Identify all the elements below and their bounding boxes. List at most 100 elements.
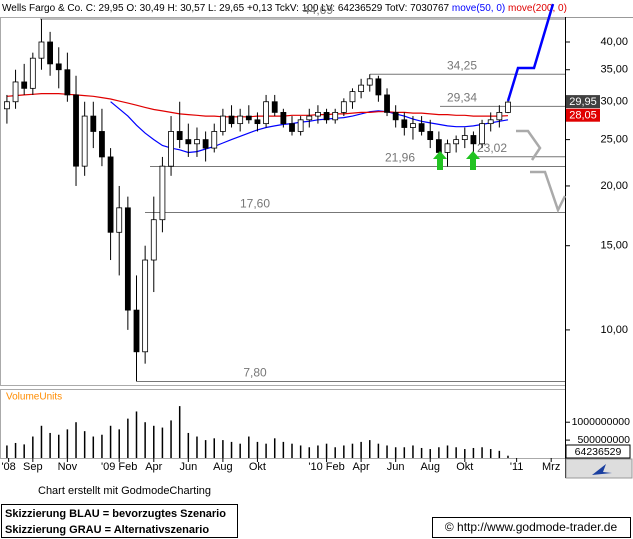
x-tick-label: Sep (23, 461, 43, 473)
candle-body (168, 131, 174, 167)
volume-bar (334, 447, 336, 458)
volume-bar (317, 445, 319, 458)
candle-body (323, 111, 330, 121)
volume-bar (109, 425, 112, 458)
candle-body (124, 207, 131, 311)
candle-body (384, 94, 390, 113)
volume-bar (57, 434, 60, 458)
volume-bar (308, 447, 311, 458)
note: Skizzierung GRAU = Alternativszenario (5, 524, 209, 536)
candle-body (55, 63, 62, 71)
candle-body (349, 91, 356, 103)
y-tick-label: 30,00 (600, 96, 628, 108)
volume-bar (32, 436, 34, 458)
header: Wells Fargo & Co. C: 29,95 O: 30,49 H: 3… (2, 3, 567, 14)
x-tick-label: Aug (213, 461, 233, 473)
volume-bar (265, 443, 267, 458)
volume-bar (420, 447, 423, 458)
volume-tag (565, 444, 631, 459)
volume-bar (40, 425, 43, 458)
candle-body (107, 156, 114, 233)
candle-body (219, 115, 226, 132)
x-tick-label: '11 (510, 461, 524, 473)
volume-bar (75, 422, 77, 458)
volume-bar (299, 445, 302, 458)
volume-bar (161, 427, 164, 458)
candle-body (306, 115, 313, 121)
level-label: 21,96 (385, 151, 415, 165)
x-tick-label: Aug (420, 461, 440, 473)
volume-bar (386, 445, 388, 458)
y-tick-label: 15,00 (600, 240, 628, 252)
volume-bar (135, 411, 138, 458)
volume-bar (66, 429, 69, 458)
candle-body (479, 123, 485, 145)
volume-bar (507, 455, 509, 458)
candle-body (185, 139, 192, 145)
level-label: 7,80 (243, 366, 267, 380)
x-tick-label: '09 Feb (101, 461, 137, 473)
x-tick-label: Apr (145, 461, 162, 473)
candle-body (375, 78, 382, 96)
x-tick-label: '08 (1, 461, 15, 473)
nav-icon[interactable] (592, 464, 612, 475)
candle-body (99, 131, 105, 158)
volume-bar (23, 444, 25, 458)
volume-bar (282, 441, 285, 458)
legend-entry: move(50, 0) (452, 3, 505, 14)
volume-bar (446, 445, 449, 458)
copyright-box (432, 517, 631, 538)
candle-body (470, 135, 477, 145)
note: Skizzierung BLAU = bevorzugtes Szenario (5, 508, 226, 520)
volume-bar (230, 441, 233, 458)
level-label: 44,69 (303, 3, 333, 17)
volume-bar (127, 418, 129, 458)
gray-scenario (530, 170, 567, 214)
candle-body (245, 115, 252, 121)
volume-bar (377, 443, 380, 458)
y-tick-label: 1000000000 (572, 416, 631, 428)
x-tick-label: Okt (249, 461, 266, 473)
candle-body (176, 131, 183, 141)
volume-bar (498, 450, 501, 458)
copyright[interactable]: © http://www.godmode-trader.de (445, 520, 618, 534)
volume-bar (187, 432, 190, 458)
candle-body (435, 139, 442, 153)
volume-bar (178, 406, 181, 458)
candle-body (427, 131, 434, 141)
volume-bar (351, 443, 354, 458)
candle-body (271, 101, 278, 113)
candle-body (366, 78, 373, 86)
candle-body (496, 111, 503, 121)
candle-body (90, 115, 97, 132)
candle-body (228, 115, 235, 125)
volume-bar (291, 443, 293, 458)
candle-body (81, 115, 88, 167)
candle-body (38, 41, 45, 59)
nav-box[interactable] (565, 458, 633, 479)
value-tag (566, 95, 600, 109)
candle-body (12, 81, 19, 103)
candle-body (505, 101, 511, 113)
volume-bar (248, 436, 250, 458)
candle-body (4, 101, 10, 110)
value-tag (566, 108, 600, 122)
up-arrow (466, 151, 480, 170)
candle-body (444, 143, 451, 153)
y-tick-label: 35,00 (600, 64, 628, 76)
gray-scenario (516, 129, 542, 161)
candle-body (401, 119, 408, 128)
blue-scenario (506, 3, 555, 102)
volume-bar (369, 440, 371, 458)
volume-bar (412, 445, 414, 458)
value-tag-label: 29,95 (569, 96, 597, 108)
candle-body (142, 259, 149, 353)
volume-bar (273, 438, 276, 458)
level-label: 17,60 (240, 197, 270, 211)
candle-body (211, 131, 218, 149)
volume-bar (256, 441, 259, 458)
volume-bar (455, 447, 457, 458)
candle-body (237, 115, 244, 125)
y-tick-label: 10,00 (600, 324, 628, 336)
